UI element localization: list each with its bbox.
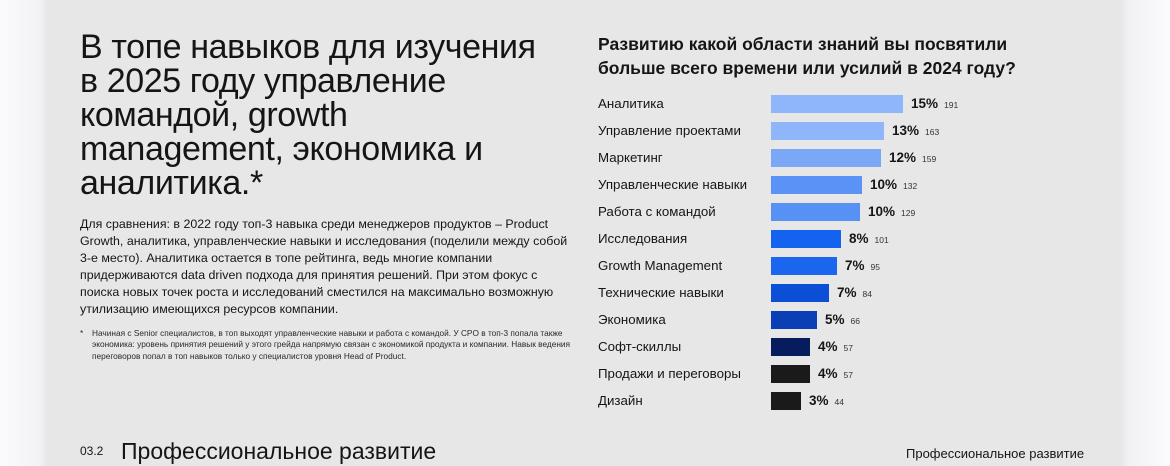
bar	[771, 203, 860, 221]
percent-label: 15%	[911, 96, 939, 111]
bar	[771, 230, 841, 248]
percent-label: 8%	[849, 231, 869, 246]
value-labels: 10% 132	[870, 177, 917, 192]
value-labels: 7% 84	[837, 285, 872, 300]
value-labels: 8% 101	[849, 231, 889, 246]
bar	[771, 365, 810, 383]
percent-label: 4%	[818, 366, 838, 381]
count-label: 163	[925, 127, 940, 137]
count-label: 44	[834, 397, 844, 407]
bar	[771, 149, 881, 167]
value-labels: 7% 95	[845, 258, 880, 273]
bar	[771, 284, 829, 302]
count-label: 129	[901, 208, 916, 218]
count-label: 66	[850, 316, 860, 326]
bar	[771, 392, 801, 410]
body-paragraph: Для сравнения: в 2022 году топ-3 навыка …	[80, 217, 568, 317]
category-label: Управленческие навыки	[598, 177, 748, 192]
percent-label: 13%	[892, 123, 920, 138]
category-label: Софт-скиллы	[598, 339, 682, 354]
bar	[771, 257, 837, 275]
count-label: 191	[944, 100, 959, 110]
value-labels: 12% 159	[889, 150, 936, 165]
value-labels: 3% 44	[809, 393, 844, 408]
percent-label: 7%	[845, 258, 865, 273]
value-labels: 15% 191	[911, 96, 958, 111]
bar	[771, 95, 903, 113]
bar	[771, 122, 884, 140]
section-title: Профессиональное развитие	[121, 438, 437, 464]
footnote: * Начиная с Senior специалистов, в топ в…	[80, 328, 580, 362]
value-labels: 5% 66	[825, 312, 860, 327]
footnote-text: Начиная с Senior специалистов, в топ вых…	[92, 328, 571, 361]
footnote-marker: *	[80, 328, 84, 338]
category-label: Работа с командой	[598, 204, 716, 219]
percent-label: 12%	[889, 150, 917, 165]
bar	[771, 311, 817, 329]
bar	[771, 176, 862, 194]
chart-title: Развитию какой области знаний вы посвяти…	[598, 34, 1016, 78]
count-label: 132	[903, 181, 918, 191]
category-label: Продажи и переговоры	[598, 366, 741, 381]
category-label: Исследования	[598, 231, 688, 246]
value-labels: 4% 57	[818, 339, 853, 354]
bar	[771, 338, 810, 356]
count-label: 57	[843, 370, 853, 380]
headline: В топе навыков для изучения в 2025 году …	[80, 28, 536, 202]
category-label: Экономика	[598, 312, 666, 327]
count-label: 101	[874, 235, 889, 245]
percent-label: 10%	[870, 177, 898, 192]
value-labels: 4% 57	[818, 366, 853, 381]
percent-label: 10%	[868, 204, 896, 219]
category-label: Аналитика	[598, 96, 664, 111]
count-label: 84	[862, 289, 872, 299]
section-number: 03.2	[80, 444, 104, 458]
category-label: Дизайн	[598, 393, 643, 408]
category-label: Управление проектами	[598, 123, 741, 138]
category-label: Growth Management	[598, 258, 723, 273]
report-page	[47, 0, 1121, 465]
percent-label: 4%	[818, 339, 838, 354]
value-labels: 13% 163	[892, 123, 939, 138]
percent-label: 3%	[809, 393, 829, 408]
count-label: 95	[870, 262, 880, 272]
category-label: Технические навыки	[598, 285, 724, 300]
count-label: 159	[922, 154, 937, 164]
category-label: Маркетинг	[598, 150, 663, 165]
running-title: Профессиональное развитие	[906, 446, 1085, 461]
value-labels: 10% 129	[868, 204, 915, 219]
percent-label: 7%	[837, 285, 857, 300]
percent-label: 5%	[825, 312, 845, 327]
count-label: 57	[843, 343, 853, 353]
